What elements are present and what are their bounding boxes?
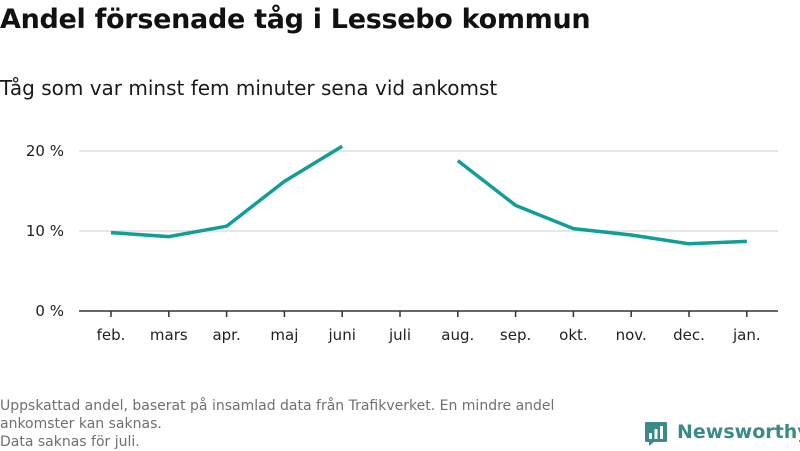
y-tick-label: 0 % — [35, 302, 64, 320]
footnote-line-3: Data saknas för juli. — [0, 434, 140, 450]
chart-subtitle: Tåg som var minst fem minuter sena vid a… — [0, 76, 498, 100]
x-tick-label: juni — [328, 326, 356, 344]
footnote-line-2: ankomster kan saknas. — [0, 416, 162, 432]
series-line — [110, 144, 344, 239]
brand-name: Newsworthy — [677, 421, 800, 443]
y-tick-label: 20 % — [26, 142, 64, 160]
data-point — [514, 203, 518, 207]
data-point — [167, 235, 171, 239]
x-tick-label: okt. — [559, 326, 588, 344]
data-point — [282, 179, 286, 183]
x-tick-label: dec. — [673, 326, 705, 344]
data-point — [109, 231, 113, 235]
data-point — [629, 233, 633, 237]
x-tick-label: feb. — [97, 326, 126, 344]
footnote-line-1: Uppskattad andel, baserat på insamlad da… — [0, 398, 555, 414]
data-point — [745, 239, 749, 243]
x-tick-label: jan. — [732, 326, 761, 344]
series-line — [456, 159, 747, 246]
series-layer — [109, 144, 749, 246]
x-tick-label: juli — [388, 326, 411, 344]
data-point — [340, 144, 344, 148]
data-point — [687, 242, 691, 246]
x-tick-label: sep. — [500, 326, 531, 344]
newsworthy-logo-icon — [645, 422, 667, 446]
label-layer: 0 % 10 % 20 % feb. mars apr. maj juni juli aug. se… — [26, 142, 761, 344]
x-tick-label: mars — [150, 326, 188, 344]
data-point — [571, 227, 575, 231]
x-tick-label: maj — [270, 326, 298, 344]
y-tick-label: 10 % — [26, 222, 64, 240]
grid-layer — [79, 150, 778, 232]
x-tick-label: apr. — [212, 326, 240, 344]
line-chart: 0 % 10 % 20 % feb. mars apr. maj juni juli aug. se… — [26, 142, 778, 344]
data-point — [225, 224, 229, 228]
footnote: Uppskattad andel, baserat på insamlad da… — [0, 397, 640, 451]
chart-title: Andel försenade tåg i Lessebo kommun — [0, 4, 591, 35]
data-point — [456, 159, 460, 163]
x-tick-label: aug. — [441, 326, 474, 344]
axis-layer — [79, 310, 778, 317]
x-tick-label: nov. — [616, 326, 647, 344]
